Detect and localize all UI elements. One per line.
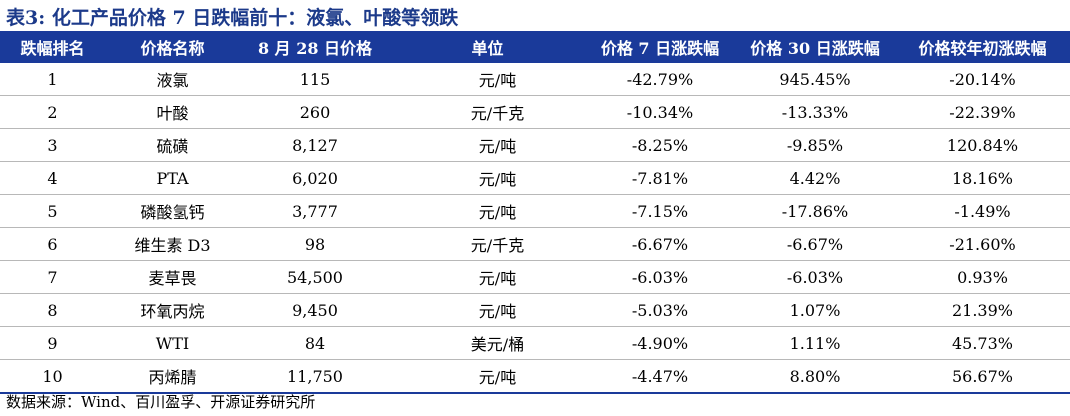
table-row: 6 维生素 D3 98 元/千克 -6.67% -6.67% -21.60% — [0, 227, 1070, 261]
table-row: 9 WTI 84 美元/桶 -4.90% 1.11% 45.73% — [0, 326, 1070, 360]
table-row: 5 磷酸氢钙 3,777 元/吨 -7.15% -17.86% -1.49% — [0, 194, 1070, 228]
cell-ytd-change: -21.60% — [895, 227, 1070, 261]
cell-unit: 元/吨 — [390, 63, 585, 96]
cell-ytd-change: 120.84% — [895, 128, 1070, 162]
cell-30d-change: 945.45% — [735, 63, 895, 96]
cell-name: 液氯 — [105, 63, 240, 96]
header-rank: 跌幅排名 — [0, 31, 105, 63]
table-row: 3 硫磺 8,127 元/吨 -8.25% -9.85% 120.84% — [0, 128, 1070, 162]
cell-ytd-change: 45.73% — [895, 326, 1070, 360]
cell-ytd-change: -1.49% — [895, 194, 1070, 228]
cell-30d-change: -6.67% — [735, 227, 895, 261]
cell-name: 叶酸 — [105, 95, 240, 129]
cell-price: 9,450 — [240, 293, 390, 327]
header-price: 8 月 28 日价格 — [240, 31, 390, 63]
cell-unit: 元/吨 — [390, 359, 585, 394]
header-7d-change: 价格 7 日涨跌幅 — [585, 31, 735, 63]
cell-name: 磷酸氢钙 — [105, 194, 240, 228]
cell-30d-change: 1.11% — [735, 326, 895, 360]
cell-7d-change: -5.03% — [585, 293, 735, 327]
cell-7d-change: -4.90% — [585, 326, 735, 360]
cell-price: 115 — [240, 63, 390, 96]
cell-rank: 7 — [0, 260, 105, 294]
cell-name: WTI — [105, 326, 240, 360]
cell-30d-change: -17.86% — [735, 194, 895, 228]
table-row: 4 PTA 6,020 元/吨 -7.81% 4.42% 18.16% — [0, 161, 1070, 195]
source-note: 数据来源：Wind、百川盈孚、开源证券研究所 — [6, 393, 316, 411]
cell-rank: 5 — [0, 194, 105, 228]
cell-rank: 3 — [0, 128, 105, 162]
cell-7d-change: -10.34% — [585, 95, 735, 129]
cell-30d-change: -9.85% — [735, 128, 895, 162]
cell-name: 环氧丙烷 — [105, 293, 240, 327]
cell-rank: 9 — [0, 326, 105, 360]
cell-price: 54,500 — [240, 260, 390, 294]
cell-unit: 元/吨 — [390, 293, 585, 327]
cell-price: 98 — [240, 227, 390, 261]
cell-rank: 6 — [0, 227, 105, 261]
cell-unit: 元/吨 — [390, 128, 585, 162]
cell-unit: 元/吨 — [390, 260, 585, 294]
table-row: 2 叶酸 260 元/千克 -10.34% -13.33% -22.39% — [0, 95, 1070, 129]
cell-price: 6,020 — [240, 161, 390, 195]
cell-7d-change: -6.03% — [585, 260, 735, 294]
table-row: 8 环氧丙烷 9,450 元/吨 -5.03% 1.07% 21.39% — [0, 293, 1070, 327]
cell-7d-change: -42.79% — [585, 63, 735, 96]
cell-price: 8,127 — [240, 128, 390, 162]
cell-rank: 8 — [0, 293, 105, 327]
cell-unit: 元/吨 — [390, 194, 585, 228]
cell-rank: 4 — [0, 161, 105, 195]
cell-unit: 元/千克 — [390, 227, 585, 261]
cell-price: 260 — [240, 95, 390, 129]
cell-unit: 美元/桶 — [390, 326, 585, 360]
cell-30d-change: -13.33% — [735, 95, 895, 129]
cell-name: 维生素 D3 — [105, 227, 240, 261]
cell-7d-change: -4.47% — [585, 359, 735, 394]
cell-unit: 元/吨 — [390, 161, 585, 195]
cell-price: 11,750 — [240, 359, 390, 394]
cell-ytd-change: 0.93% — [895, 260, 1070, 294]
table-row: 10 丙烯腈 11,750 元/吨 -4.47% 8.80% 56.67% — [0, 359, 1070, 394]
cell-30d-change: 8.80% — [735, 359, 895, 394]
cell-30d-change: 4.42% — [735, 161, 895, 195]
cell-30d-change: 1.07% — [735, 293, 895, 327]
table-header-row: 跌幅排名 价格名称 8 月 28 日价格 单位 价格 7 日涨跌幅 价格 30 … — [0, 31, 1070, 63]
cell-30d-change: -6.03% — [735, 260, 895, 294]
cell-ytd-change: 18.16% — [895, 161, 1070, 195]
table-row: 1 液氯 115 元/吨 -42.79% 945.45% -20.14% — [0, 63, 1070, 96]
cell-name: 麦草畏 — [105, 260, 240, 294]
cell-rank: 1 — [0, 63, 105, 96]
cell-unit: 元/千克 — [390, 95, 585, 129]
cell-rank: 10 — [0, 359, 105, 394]
cell-name: 丙烯腈 — [105, 359, 240, 394]
header-30d-change: 价格 30 日涨跌幅 — [735, 31, 895, 63]
price-decline-table: 跌幅排名 价格名称 8 月 28 日价格 单位 价格 7 日涨跌幅 价格 30 … — [0, 31, 1070, 394]
cell-ytd-change: -20.14% — [895, 63, 1070, 96]
cell-ytd-change: 56.67% — [895, 359, 1070, 394]
cell-7d-change: -8.25% — [585, 128, 735, 162]
header-ytd-change: 价格较年初涨跌幅 — [895, 31, 1070, 63]
table-row: 7 麦草畏 54,500 元/吨 -6.03% -6.03% 0.93% — [0, 260, 1070, 294]
table-title: 表3: 化工产品价格 7 日跌幅前十：液氯、叶酸等领跌 — [6, 7, 459, 29]
cell-7d-change: -7.15% — [585, 194, 735, 228]
cell-7d-change: -7.81% — [585, 161, 735, 195]
cell-price: 84 — [240, 326, 390, 360]
cell-7d-change: -6.67% — [585, 227, 735, 261]
cell-ytd-change: -22.39% — [895, 95, 1070, 129]
cell-rank: 2 — [0, 95, 105, 129]
cell-name: PTA — [105, 161, 240, 195]
cell-ytd-change: 21.39% — [895, 293, 1070, 327]
cell-price: 3,777 — [240, 194, 390, 228]
header-name: 价格名称 — [105, 31, 240, 63]
cell-name: 硫磺 — [105, 128, 240, 162]
header-unit: 单位 — [390, 31, 585, 63]
